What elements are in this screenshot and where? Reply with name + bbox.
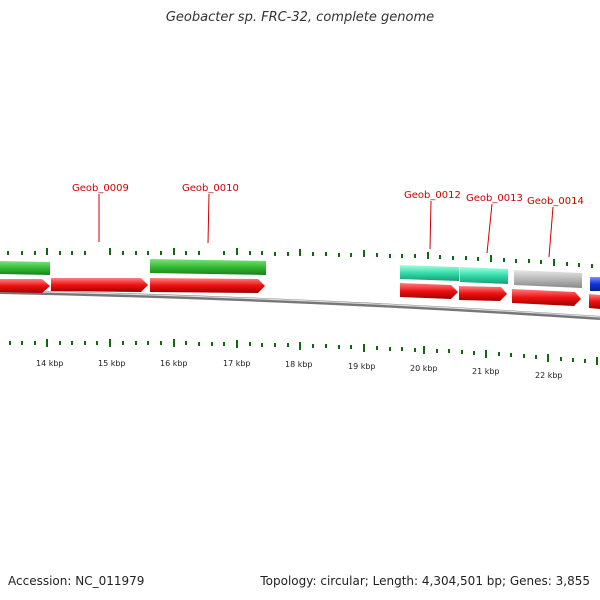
- scale-label-19kbp: 19 kbp: [348, 362, 376, 371]
- genome-backbone: [0, 290, 600, 320]
- genome-backbone-highlight: [0, 290, 600, 318]
- gene-other-blue[interactable]: [590, 277, 600, 291]
- gene-rna-geob-0013[interactable]: [460, 267, 508, 284]
- genome-stats-label: Topology: circular; Length: 4,304,501 bp…: [260, 574, 590, 588]
- scale-label-20kbp: 20 kbp: [410, 364, 438, 373]
- gene-rna-geob-0012[interactable]: [400, 265, 459, 281]
- leader-geob-0013: [486, 203, 493, 254]
- gene-pseudo-geob-0014[interactable]: [514, 270, 582, 288]
- gene-arrow-6[interactable]: [512, 289, 581, 306]
- leader-geob-0012: [429, 200, 432, 250]
- leader-geob-0014: [548, 206, 554, 258]
- gene-forward-strand-1[interactable]: [0, 261, 50, 275]
- gene-arrow-1[interactable]: [0, 279, 50, 293]
- gene-arrow-4[interactable]: [400, 283, 458, 299]
- accession-label: Accession: NC_011979: [8, 574, 145, 588]
- upper-tick-marks: [7, 248, 593, 268]
- gene-arrow-7[interactable]: [589, 294, 600, 309]
- scale-label-15kbp: 15 kbp: [98, 359, 126, 368]
- gene-label-geob-0014: Geob_0014: [527, 196, 584, 207]
- gene-forward-strand-geob-0010[interactable]: [150, 259, 266, 275]
- lower-tick-marks: [9, 339, 598, 365]
- scale-label-22kbp: 22 kbp: [535, 371, 563, 380]
- scale-label-21kbp: 21 kbp: [472, 367, 500, 376]
- scale-label-17kbp: 17 kbp: [223, 359, 251, 368]
- gene-label-geob-0012: Geob_0012: [404, 190, 461, 201]
- gene-label-geob-0010: Geob_0010: [182, 183, 239, 194]
- gene-label-geob-0009: Geob_0009: [72, 183, 129, 194]
- gene-arrow-3[interactable]: [150, 278, 265, 293]
- map-title: Geobacter sp. FRC-32, complete genome: [165, 10, 435, 25]
- gene-arrow-5[interactable]: [459, 286, 507, 301]
- gene-label-geob-0013: Geob_0013: [466, 193, 523, 204]
- scale-label-18kbp: 18 kbp: [285, 360, 313, 369]
- gene-arrow-2[interactable]: [51, 278, 148, 292]
- scale-label-16kbp: 16 kbp: [160, 359, 188, 368]
- leader-geob-0010: [207, 193, 210, 244]
- scale-label-14kbp: 14 kbp: [36, 359, 64, 368]
